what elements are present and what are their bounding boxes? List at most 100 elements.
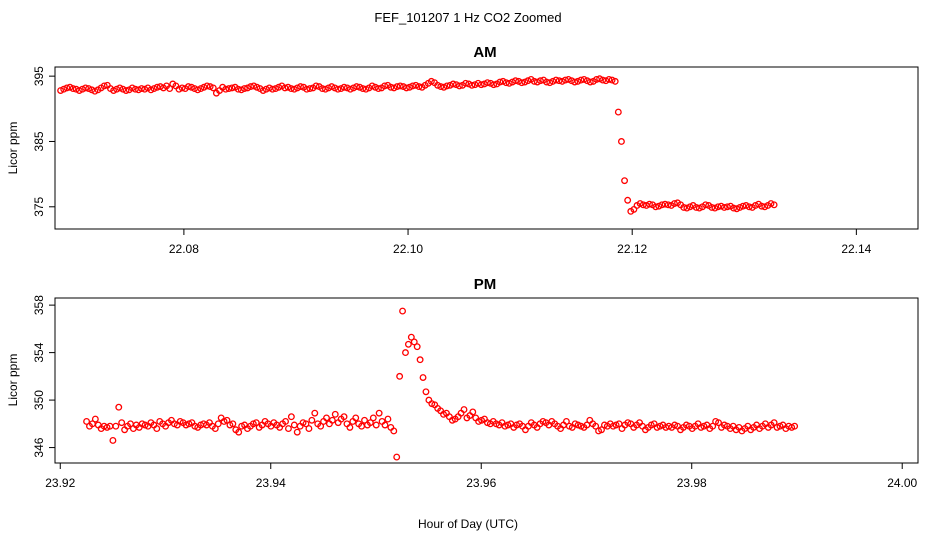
pm-y-tick-label: 350 (32, 390, 46, 410)
pm-data-point (598, 426, 605, 434)
pm-data-point (562, 418, 570, 425)
pm-data-point (290, 421, 298, 429)
am-data-point (312, 82, 320, 90)
figure-title: FEF_101207 1 Hz CO2 Zoomed (374, 10, 561, 25)
am-data-point (178, 84, 186, 92)
am-data-point (60, 85, 68, 93)
am-data-point (63, 84, 71, 92)
am-y-tick-label: 395 (32, 66, 46, 86)
am-data-point (303, 85, 311, 93)
am-data-point (661, 200, 669, 208)
am-data-point (655, 202, 663, 210)
pm-data-point (791, 422, 799, 430)
pm-data-point (285, 425, 292, 433)
am-data-point (577, 76, 585, 84)
am-data-point (484, 79, 491, 87)
am-data-point (683, 204, 691, 212)
am-data-point (462, 79, 470, 87)
am-data-point (250, 82, 258, 90)
am-data-point (552, 76, 560, 84)
am-data-point (465, 80, 473, 88)
pm-data-point (416, 356, 424, 364)
pm-data-point (372, 421, 380, 429)
pm-data-point (384, 415, 392, 423)
am-data-point (368, 82, 376, 90)
am-data-point (593, 75, 600, 83)
am-data-point (328, 83, 336, 91)
pm-data-point (402, 349, 409, 357)
am-data-point (340, 83, 348, 91)
pm-data-point (340, 413, 348, 421)
am-data-point (745, 203, 753, 211)
pm-x-tick-label: 24.00 (887, 476, 917, 490)
am-data-point (409, 82, 417, 90)
am-data-point (318, 85, 326, 93)
pm-data-point (235, 428, 243, 436)
am-data-point (153, 83, 161, 91)
am-data-point (399, 83, 407, 91)
am-data-point (359, 85, 367, 93)
pm-x-tick-label: 23.96 (466, 476, 496, 490)
am-data-point (350, 84, 357, 92)
am-data-point (751, 202, 759, 209)
pm-data-point (317, 422, 325, 430)
pm-y-axis-label: Licor ppm (6, 354, 20, 407)
pm-data-point (112, 422, 120, 430)
pm-data-point (346, 423, 354, 431)
am-data-point (664, 201, 672, 209)
figure-x-axis-label: Hour of Day (UTC) (418, 517, 518, 531)
am-data-point (533, 78, 541, 86)
am-data-point (427, 77, 435, 85)
am-data-point (78, 85, 86, 93)
am-x-tick-label: 22.12 (617, 242, 647, 256)
am-data-point (496, 78, 504, 86)
am-data-point (605, 75, 613, 83)
pm-data-point (308, 416, 316, 424)
pm-data-point (331, 410, 339, 418)
am-data-point (141, 85, 149, 93)
pm-data-point (311, 409, 319, 417)
am-data-point (437, 83, 445, 91)
pm-data-point (393, 453, 401, 461)
am-data-point (449, 80, 457, 88)
pm-data-point (109, 437, 117, 444)
am-data-point (331, 84, 339, 92)
am-data-point (284, 83, 292, 91)
pm-data-point (709, 422, 717, 430)
pm-y-tick-label: 346 (32, 437, 46, 457)
pm-x-tick-label: 23.94 (256, 476, 286, 490)
pm-x-tick-label: 23.98 (677, 476, 707, 490)
am-data-point (670, 200, 678, 207)
pm-data-point (407, 333, 415, 341)
pm-data-point (592, 422, 600, 430)
am-data-point (66, 83, 74, 91)
pm-data-point (396, 372, 404, 380)
am-data-point (770, 201, 778, 209)
am-data-point (131, 85, 139, 93)
am-data-point (353, 83, 361, 91)
am-data-point (608, 76, 616, 84)
pm-y-axis: 346 350 354 358 (32, 295, 55, 458)
pm-data-point (91, 415, 99, 423)
am-data-point (396, 82, 404, 90)
am-data-point (147, 86, 155, 94)
am-data-point (561, 76, 569, 84)
pm-data-point (413, 343, 421, 351)
am-data-point (85, 85, 93, 93)
am-data-point (487, 79, 495, 87)
am-data-point (739, 202, 747, 210)
am-data-point (596, 75, 604, 83)
pm-y-tick-label: 358 (32, 295, 46, 315)
am-points (57, 75, 778, 215)
am-data-point (580, 75, 588, 83)
am-data-point (515, 77, 523, 85)
am-data-point (406, 83, 414, 91)
am-data-point (272, 85, 280, 93)
am-data-point (265, 84, 273, 92)
am-data-point (434, 81, 442, 89)
am-data-point (586, 78, 594, 86)
pm-data-point (422, 388, 430, 396)
am-data-point (138, 85, 146, 93)
am-data-point (720, 203, 728, 211)
am-data-point (156, 83, 164, 91)
